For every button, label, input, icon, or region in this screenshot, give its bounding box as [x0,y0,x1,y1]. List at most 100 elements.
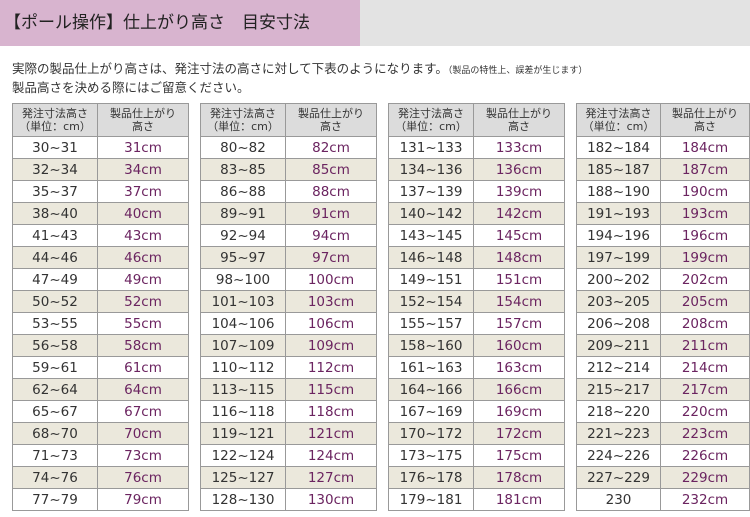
table-row: 47~49 49cm [12,268,189,291]
table-row: 86~88 88cm [200,180,377,203]
order-size: 68~70 [12,422,98,445]
order-size: 77~79 [12,488,98,511]
order-size: 146~148 [388,246,474,269]
table-row: 182~184 184cm [575,136,750,159]
product-height: 73cm [97,444,189,467]
order-size: 95~97 [200,246,286,269]
product-height: 226cm [660,444,750,467]
order-size: 152~154 [388,290,474,313]
product-height: 70cm [97,422,189,445]
table-row: 218~220 220cm [575,400,750,423]
header-cell: 発注寸法高さ （単位：cm） [200,103,286,137]
order-size: 56~58 [12,334,98,357]
table-row: 113~115 115cm [200,378,377,401]
intro-line: 実際の製品仕上がり高さは、発注寸法の高さに対して下表のようになります。（製品の特… [12,58,587,77]
header-cell: 発注寸法高さ （単位：cm） [388,103,474,137]
order-size: 53~55 [12,312,98,335]
order-size: 167~169 [388,400,474,423]
product-height: 166cm [473,378,565,401]
order-size: 221~223 [575,422,662,445]
product-height: 37cm [97,180,189,203]
order-size: 134~136 [388,158,474,181]
order-size: 65~67 [12,400,98,423]
product-height: 121cm [285,422,377,445]
product-height: 61cm [97,356,189,379]
order-size: 212~214 [575,356,662,379]
table-row: 215~217 217cm [575,378,750,401]
table-row: 146~148 148cm [388,246,565,269]
product-height: 124cm [285,444,377,467]
product-height: 97cm [285,246,377,269]
table-row: 137~139 139cm [388,180,565,203]
order-size: 188~190 [575,180,662,203]
product-height: 208cm [660,312,750,335]
product-height: 151cm [473,268,565,291]
table-row: 44~46 46cm [12,246,189,269]
product-height: 139cm [473,180,565,203]
product-height: 232cm [660,488,750,511]
product-height: 67cm [97,400,189,423]
order-size: 164~166 [388,378,474,401]
header-cell: 発注寸法高さ （単位：cm） [575,103,662,137]
product-height: 85cm [285,158,377,181]
product-height: 88cm [285,180,377,203]
table-row: 59~61 61cm [12,356,189,379]
table-row: 140~142 142cm [388,202,565,225]
order-size: 194~196 [575,224,662,247]
table-row: 197~199 199cm [575,246,750,269]
table-row: 194~196 196cm [575,224,750,247]
header-cell: 製品仕上がり 高さ [473,103,565,137]
product-height: 43cm [97,224,189,247]
order-size: 41~43 [12,224,98,247]
product-height: 211cm [660,334,750,357]
table-row: 71~73 73cm [12,444,189,467]
order-size: 122~124 [200,444,286,467]
product-height: 142cm [473,202,565,225]
header-row: 発注寸法高さ （単位：cm） 製品仕上がり 高さ [12,103,189,137]
product-height: 55cm [97,312,189,335]
product-height: 229cm [660,466,750,489]
order-size: 83~85 [200,158,286,181]
product-height: 133cm [473,136,565,159]
intro-text: 実際の製品仕上がり高さは、発注寸法の高さに対して下表のようになります。 [12,61,448,76]
product-height: 220cm [660,400,750,423]
product-height: 115cm [285,378,377,401]
table-row: 161~163 163cm [388,356,565,379]
table-row: 95~97 97cm [200,246,377,269]
table-row: 152~154 154cm [388,290,565,313]
product-height: 160cm [473,334,565,357]
header-cell: 製品仕上がり 高さ [285,103,377,137]
order-size: 197~199 [575,246,662,269]
intro-note: （製品の特性上、誤差が生じます） [447,66,588,76]
product-height: 205cm [660,290,750,313]
order-size: 179~181 [388,488,474,511]
table-row: 56~58 58cm [12,334,189,357]
order-size: 44~46 [12,246,98,269]
table-row: 128~130 130cm [200,488,377,511]
order-size: 227~229 [575,466,662,489]
table-row: 164~166 166cm [388,378,565,401]
table-row: 62~64 64cm [12,378,189,401]
table-row: 143~145 145cm [388,224,565,247]
order-size: 176~178 [388,466,474,489]
table-row: 131~133 133cm [388,136,565,159]
product-height: 52cm [97,290,189,313]
product-height: 148cm [473,246,565,269]
table-row: 179~181 181cm [388,488,565,511]
order-size: 173~175 [388,444,474,467]
table-row: 203~205 205cm [575,290,750,313]
table-row: 80~82 82cm [200,136,377,159]
table-row: 185~187 187cm [575,158,750,181]
order-size: 86~88 [200,180,286,203]
product-height: 178cm [473,466,565,489]
table-row: 32~34 34cm [12,158,189,181]
order-size: 224~226 [575,444,662,467]
table-row: 167~169 169cm [388,400,565,423]
product-height: 91cm [285,202,377,225]
order-size: 161~163 [388,356,474,379]
order-size: 119~121 [200,422,286,445]
order-size: 59~61 [12,356,98,379]
order-size: 143~145 [388,224,474,247]
size-table: 発注寸法高さ （単位：cm） 製品仕上がり 高さ 30~31 31cm 32~34 34c… [12,103,189,511]
